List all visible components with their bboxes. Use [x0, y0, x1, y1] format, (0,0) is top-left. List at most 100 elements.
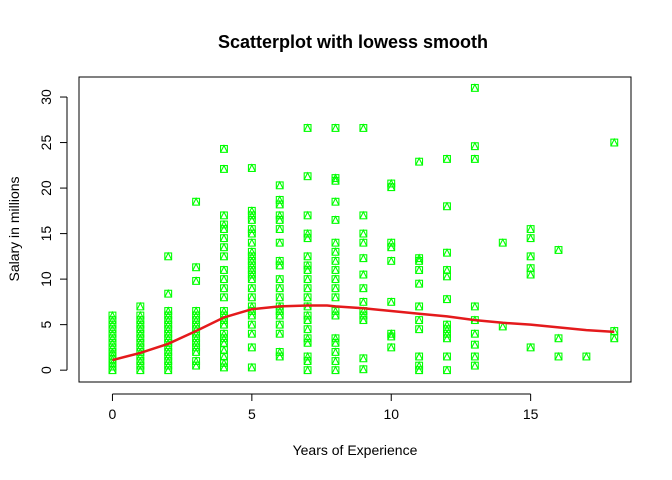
data-point	[498, 238, 507, 247]
point-triangle	[275, 292, 284, 301]
data-point	[415, 351, 424, 361]
data-point	[108, 347, 117, 356]
data-point	[164, 356, 173, 366]
data-point	[275, 274, 284, 284]
data-point	[331, 356, 340, 366]
data-point	[303, 324, 312, 334]
point-triangle	[359, 210, 368, 220]
data-point	[415, 315, 424, 325]
data-point	[443, 248, 451, 257]
point-triangle	[275, 283, 284, 292]
data-point	[331, 347, 340, 356]
point-triangle	[108, 324, 117, 333]
data-point	[220, 283, 228, 293]
data-point	[275, 260, 284, 270]
point-triangle	[303, 351, 312, 361]
data-point	[387, 238, 396, 247]
data-point	[526, 263, 535, 273]
point-triangle	[247, 320, 256, 329]
data-point	[220, 233, 228, 243]
data-point	[247, 247, 256, 256]
point-triangle	[359, 238, 368, 247]
point-triangle	[331, 247, 340, 256]
point-triangle	[359, 297, 368, 306]
point-triangle	[387, 297, 396, 306]
data-point	[247, 238, 256, 247]
point-triangle	[136, 310, 145, 320]
point-triangle	[220, 274, 228, 283]
data-point	[470, 301, 479, 311]
point-triangle	[359, 269, 368, 279]
data-point	[275, 320, 284, 329]
data-point	[610, 137, 619, 147]
point-triangle	[164, 251, 173, 261]
point-triangle	[136, 301, 145, 311]
data-point	[331, 197, 340, 206]
point-triangle	[192, 342, 200, 352]
data-point	[108, 324, 117, 334]
point-triangle	[275, 195, 284, 204]
y-axis: 0 5 10 15 20 25 30	[38, 89, 68, 374]
data-point	[415, 365, 424, 375]
data-point	[331, 215, 340, 224]
data-point	[275, 292, 284, 302]
point-triangle	[108, 342, 117, 352]
data-point	[220, 320, 228, 329]
point-triangle	[247, 206, 256, 215]
point-triangle	[136, 338, 145, 347]
point-triangle	[275, 238, 284, 247]
point-triangle	[387, 329, 396, 338]
point-triangle	[303, 315, 312, 324]
point-triangle	[136, 329, 145, 338]
data-point	[303, 292, 312, 302]
point-triangle	[247, 310, 256, 320]
point-triangle	[554, 333, 563, 342]
point-triangle	[247, 256, 256, 265]
data-point	[331, 247, 340, 256]
point-triangle	[192, 197, 200, 206]
point-triangle	[359, 283, 368, 292]
data-point	[136, 360, 145, 370]
data-point	[192, 276, 201, 285]
point-triangle	[443, 248, 451, 257]
data-point	[303, 315, 312, 325]
point-triangle	[582, 351, 591, 361]
point-triangle	[247, 306, 256, 315]
point-triangle	[247, 238, 256, 247]
data-point	[443, 265, 451, 274]
data-point	[220, 292, 228, 302]
x-tick-label: 15	[523, 406, 539, 422]
data-point	[275, 199, 284, 209]
point-triangle	[303, 171, 312, 180]
data-point	[247, 283, 256, 293]
data-point	[164, 351, 173, 361]
data-point	[247, 210, 256, 220]
point-triangle	[303, 123, 312, 132]
data-point	[331, 338, 340, 347]
x-axis: 0 5 10 15	[109, 393, 539, 422]
data-point	[331, 310, 340, 320]
data-point	[303, 310, 312, 320]
data-point	[275, 283, 284, 293]
point-triangle	[192, 338, 200, 347]
data-point	[247, 163, 256, 172]
point-triangle	[526, 263, 535, 272]
data-point	[582, 351, 591, 361]
data-point	[164, 315, 173, 325]
data-point	[415, 360, 424, 370]
data-point	[247, 274, 256, 284]
data-point	[275, 310, 284, 320]
point-triangle	[303, 274, 312, 283]
data-point	[220, 329, 228, 338]
data-point	[220, 219, 228, 229]
y-tick-label: 25	[38, 135, 54, 151]
point-triangle	[470, 301, 479, 311]
point-triangle	[164, 315, 173, 324]
lowess-smooth-line	[112, 304, 615, 362]
data-point	[136, 356, 145, 366]
point-triangle	[247, 224, 256, 233]
point-triangle	[136, 315, 145, 324]
data-point	[108, 320, 117, 329]
data-point	[164, 306, 173, 315]
